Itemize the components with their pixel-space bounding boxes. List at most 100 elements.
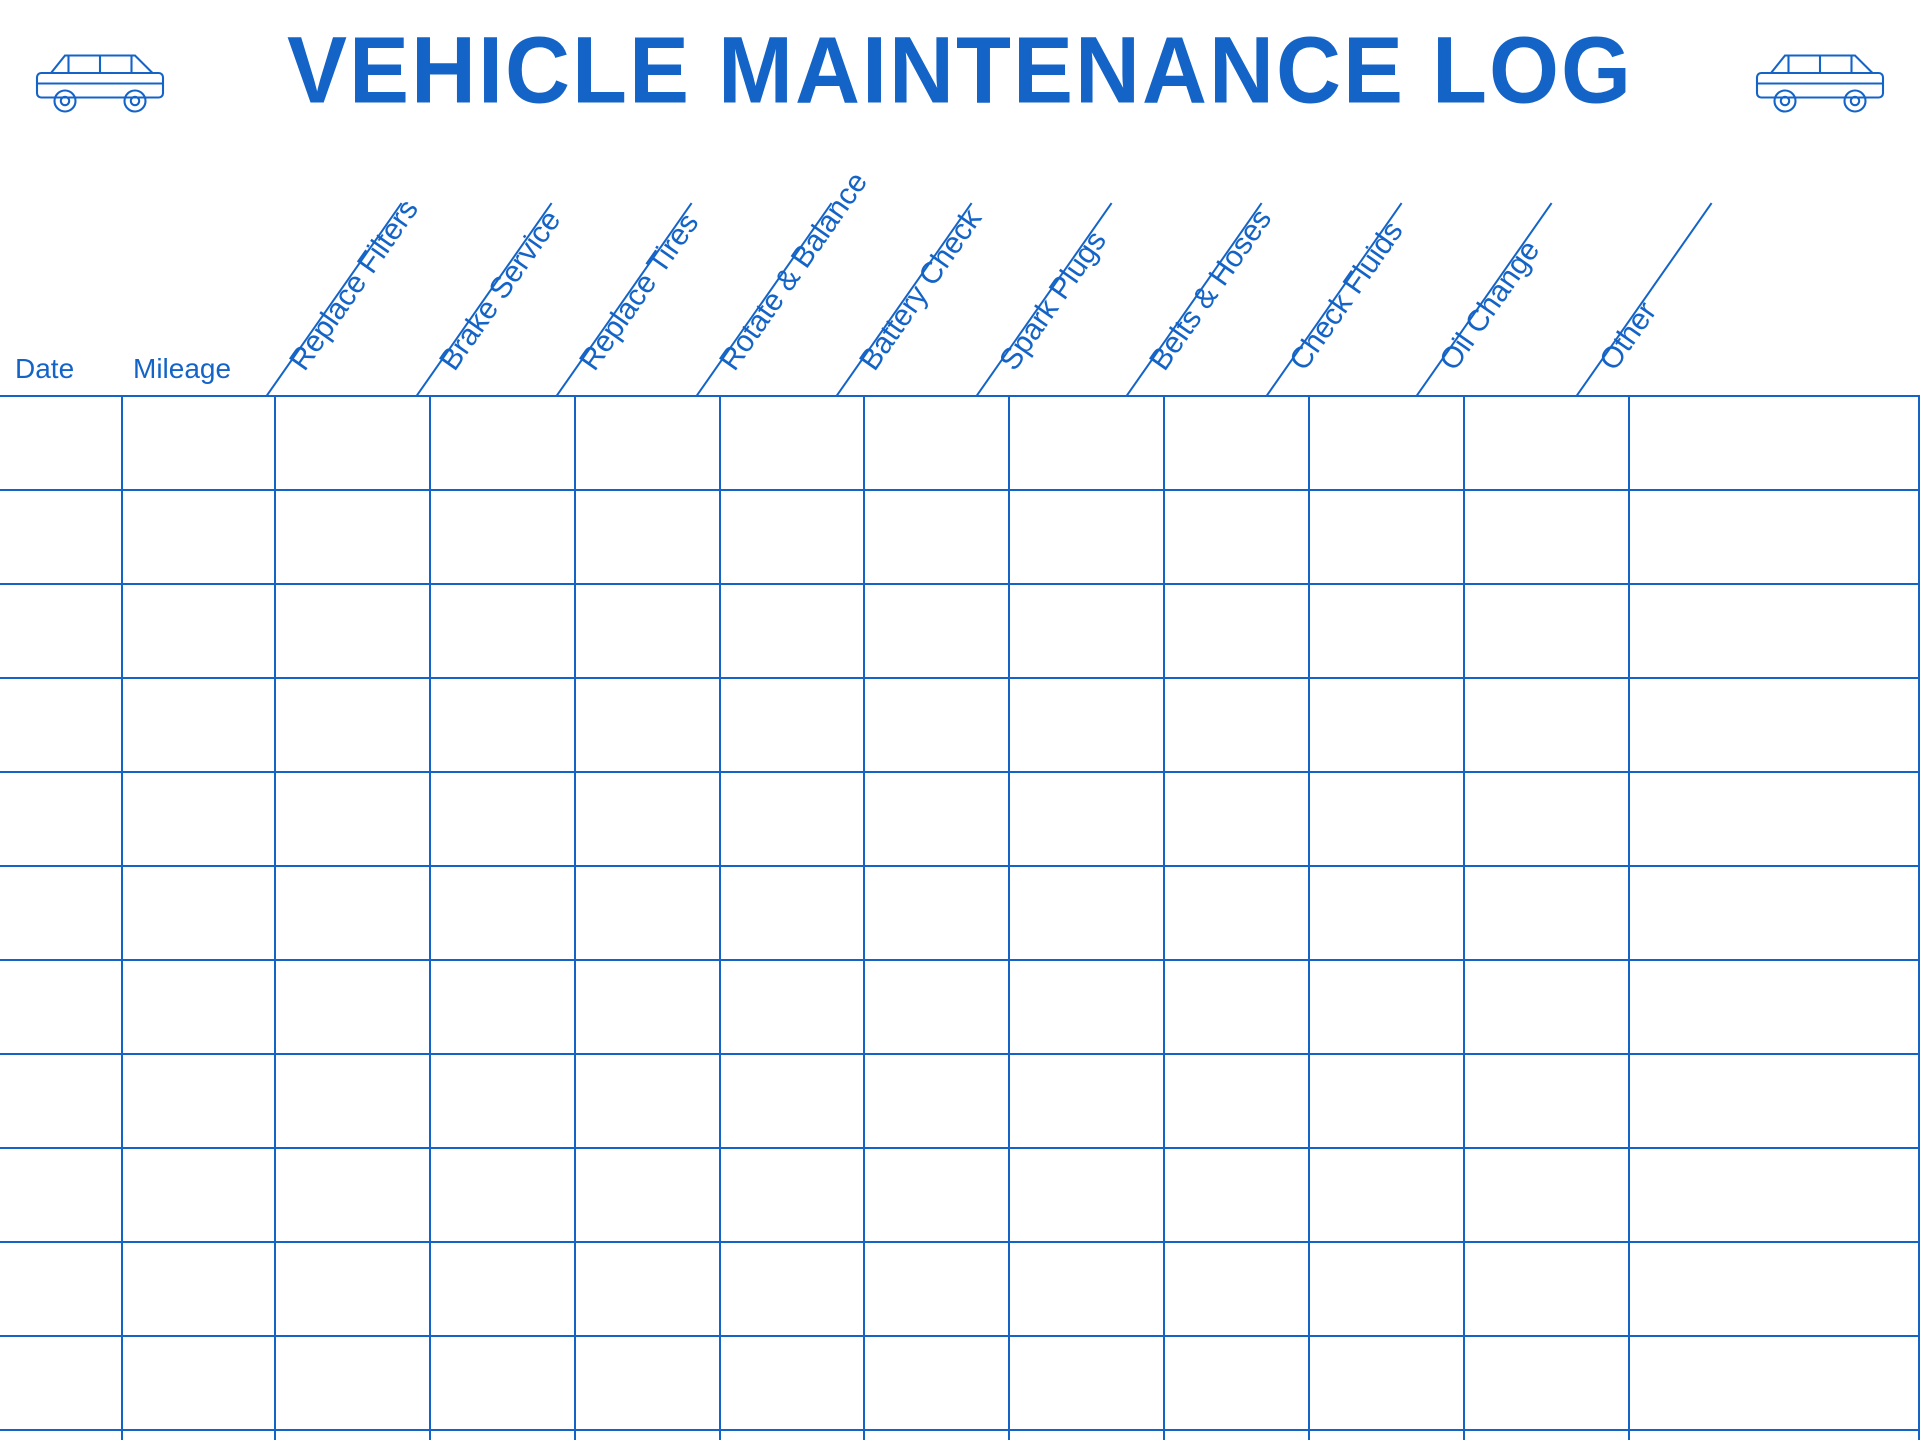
table-cell[interactable] <box>1009 960 1164 1054</box>
table-cell[interactable] <box>0 490 122 584</box>
table-cell[interactable] <box>1629 1336 1919 1430</box>
table-cell[interactable] <box>720 678 865 772</box>
table-cell[interactable] <box>1164 866 1309 960</box>
table-cell[interactable] <box>122 1054 275 1148</box>
table-cell[interactable] <box>575 678 720 772</box>
table-cell[interactable] <box>122 1148 275 1242</box>
table-cell[interactable] <box>275 396 430 490</box>
table-cell[interactable] <box>430 490 575 584</box>
table-cell[interactable] <box>275 1054 430 1148</box>
table-cell[interactable] <box>1309 1430 1464 1440</box>
table-cell[interactable] <box>1464 960 1629 1054</box>
table-cell[interactable] <box>1629 1242 1919 1336</box>
table-cell[interactable] <box>864 1242 1009 1336</box>
table-cell[interactable] <box>122 396 275 490</box>
table-cell[interactable] <box>122 490 275 584</box>
table-cell[interactable] <box>1009 1054 1164 1148</box>
table-cell[interactable] <box>864 866 1009 960</box>
table-cell[interactable] <box>0 1148 122 1242</box>
table-cell[interactable] <box>864 1148 1009 1242</box>
table-cell[interactable] <box>430 678 575 772</box>
table-cell[interactable] <box>0 584 122 678</box>
table-cell[interactable] <box>275 678 430 772</box>
table-cell[interactable] <box>1309 1242 1464 1336</box>
table-cell[interactable] <box>122 1242 275 1336</box>
table-cell[interactable] <box>1464 584 1629 678</box>
table-cell[interactable] <box>1629 960 1919 1054</box>
table-cell[interactable] <box>1009 866 1164 960</box>
table-cell[interactable] <box>1164 396 1309 490</box>
table-cell[interactable] <box>720 490 865 584</box>
table-cell[interactable] <box>0 678 122 772</box>
table-cell[interactable] <box>0 1430 122 1440</box>
table-cell[interactable] <box>1309 772 1464 866</box>
table-cell[interactable] <box>575 1430 720 1440</box>
table-cell[interactable] <box>1009 490 1164 584</box>
table-cell[interactable] <box>864 490 1009 584</box>
table-cell[interactable] <box>864 678 1009 772</box>
table-cell[interactable] <box>1164 1430 1309 1440</box>
table-cell[interactable] <box>275 960 430 1054</box>
table-cell[interactable] <box>430 396 575 490</box>
table-cell[interactable] <box>1164 678 1309 772</box>
table-cell[interactable] <box>575 1148 720 1242</box>
table-cell[interactable] <box>575 866 720 960</box>
table-cell[interactable] <box>575 490 720 584</box>
table-cell[interactable] <box>1164 772 1309 866</box>
table-cell[interactable] <box>1309 1336 1464 1430</box>
table-cell[interactable] <box>0 866 122 960</box>
table-cell[interactable] <box>1164 490 1309 584</box>
table-cell[interactable] <box>864 396 1009 490</box>
table-cell[interactable] <box>1629 1054 1919 1148</box>
table-cell[interactable] <box>0 1054 122 1148</box>
table-cell[interactable] <box>122 584 275 678</box>
table-cell[interactable] <box>575 396 720 490</box>
table-cell[interactable] <box>1164 1054 1309 1148</box>
table-cell[interactable] <box>430 960 575 1054</box>
table-cell[interactable] <box>1009 1148 1164 1242</box>
table-cell[interactable] <box>275 584 430 678</box>
table-cell[interactable] <box>1464 678 1629 772</box>
table-cell[interactable] <box>720 1336 865 1430</box>
table-cell[interactable] <box>1164 1242 1309 1336</box>
table-cell[interactable] <box>1629 1148 1919 1242</box>
table-cell[interactable] <box>720 396 865 490</box>
table-cell[interactable] <box>1464 1054 1629 1148</box>
table-cell[interactable] <box>864 772 1009 866</box>
table-cell[interactable] <box>275 866 430 960</box>
table-cell[interactable] <box>0 396 122 490</box>
table-cell[interactable] <box>1464 1242 1629 1336</box>
table-cell[interactable] <box>575 772 720 866</box>
table-cell[interactable] <box>1164 584 1309 678</box>
table-cell[interactable] <box>1629 490 1919 584</box>
table-cell[interactable] <box>720 1148 865 1242</box>
table-cell[interactable] <box>864 1430 1009 1440</box>
table-cell[interactable] <box>1629 772 1919 866</box>
table-cell[interactable] <box>122 1336 275 1430</box>
table-cell[interactable] <box>1009 1336 1164 1430</box>
table-cell[interactable] <box>575 960 720 1054</box>
table-cell[interactable] <box>864 1336 1009 1430</box>
table-cell[interactable] <box>1629 396 1919 490</box>
table-cell[interactable] <box>430 1336 575 1430</box>
table-cell[interactable] <box>1464 772 1629 866</box>
table-cell[interactable] <box>122 772 275 866</box>
table-cell[interactable] <box>1009 1430 1164 1440</box>
table-cell[interactable] <box>1629 584 1919 678</box>
table-cell[interactable] <box>430 1430 575 1440</box>
table-cell[interactable] <box>1309 678 1464 772</box>
table-cell[interactable] <box>1164 1336 1309 1430</box>
table-cell[interactable] <box>720 866 865 960</box>
table-cell[interactable] <box>720 584 865 678</box>
table-cell[interactable] <box>1009 584 1164 678</box>
table-cell[interactable] <box>0 1242 122 1336</box>
table-cell[interactable] <box>122 678 275 772</box>
table-cell[interactable] <box>122 960 275 1054</box>
table-cell[interactable] <box>430 1242 575 1336</box>
table-cell[interactable] <box>0 772 122 866</box>
table-cell[interactable] <box>1464 1148 1629 1242</box>
table-cell[interactable] <box>720 1054 865 1148</box>
table-cell[interactable] <box>720 772 865 866</box>
table-cell[interactable] <box>575 1336 720 1430</box>
table-cell[interactable] <box>864 960 1009 1054</box>
